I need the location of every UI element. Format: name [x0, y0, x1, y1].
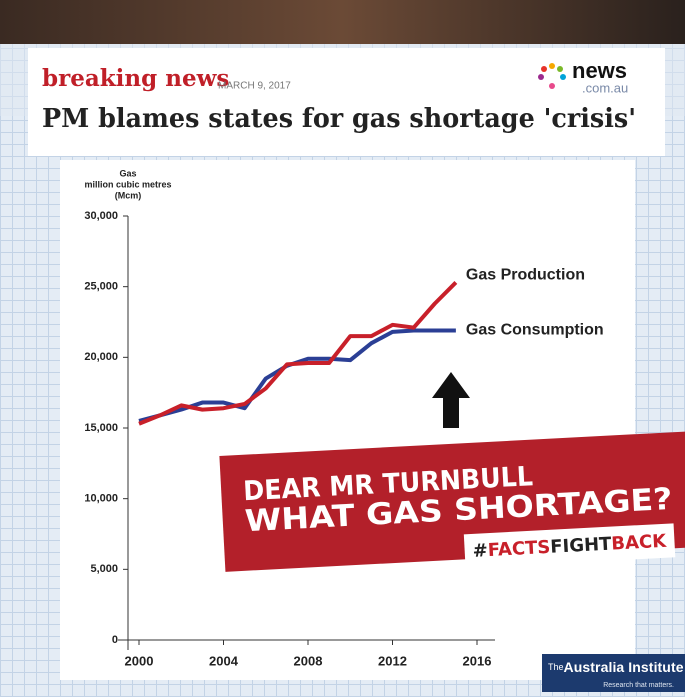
series-label: Gas Production [466, 267, 585, 284]
y-tick-label: 15,000 [84, 422, 118, 434]
y-tick-label: 20,000 [84, 351, 118, 363]
footer-logo: TheAustralia Institute [548, 659, 684, 675]
y-axis-title: (Mcm) [115, 190, 142, 200]
logo-news: news [572, 58, 627, 83]
series-line [138, 281, 458, 426]
photo-strip [0, 0, 685, 44]
hashtag-box [463, 523, 676, 569]
headline: PM blames states for gas shortage 'crisi… [42, 104, 636, 134]
x-tick-label: 2004 [209, 653, 239, 668]
chart-card [60, 160, 635, 680]
logo-domain: .com.au [582, 80, 628, 95]
x-tick-label: 2000 [125, 653, 154, 668]
hashtag: #FACTSFIGHTBACK [472, 531, 668, 562]
date: MARCH 9, 2017 [218, 81, 291, 92]
footer-tagline: Research that matters. [603, 682, 674, 689]
arrow [432, 372, 470, 428]
hashtag-part: FIGHT [550, 534, 613, 558]
footer-logo-part: The [548, 662, 564, 672]
x-tick-label: 2016 [463, 653, 492, 668]
news-card [28, 48, 665, 156]
kicker: breaking news [42, 65, 229, 92]
banner: DEAR MR TURNBULL WHAT GAS SHORTAGE? #FAC… [219, 430, 685, 572]
x-tick-label: 2012 [378, 653, 407, 668]
y-tick-label: 5,000 [90, 563, 118, 575]
footer-logo-part: Australia Institute [564, 659, 684, 675]
hashtag-part: FACTS [487, 537, 551, 561]
y-tick-label: 30,000 [84, 210, 118, 222]
x-tick-label: 2008 [294, 653, 323, 668]
y-axis-title: million cubic metres [84, 179, 171, 189]
hashtag-part: BACK [611, 531, 668, 555]
y-tick-label: 10,000 [84, 493, 118, 505]
y-tick-label: 0 [112, 634, 118, 646]
hashtag-part: # [472, 540, 488, 562]
logo-dots [538, 63, 566, 89]
footer-logo-box [542, 654, 685, 692]
y-axis-title: Gas [119, 168, 136, 178]
y-tick-label: 25,000 [84, 281, 118, 293]
series-label: Gas Consumption [466, 322, 604, 339]
